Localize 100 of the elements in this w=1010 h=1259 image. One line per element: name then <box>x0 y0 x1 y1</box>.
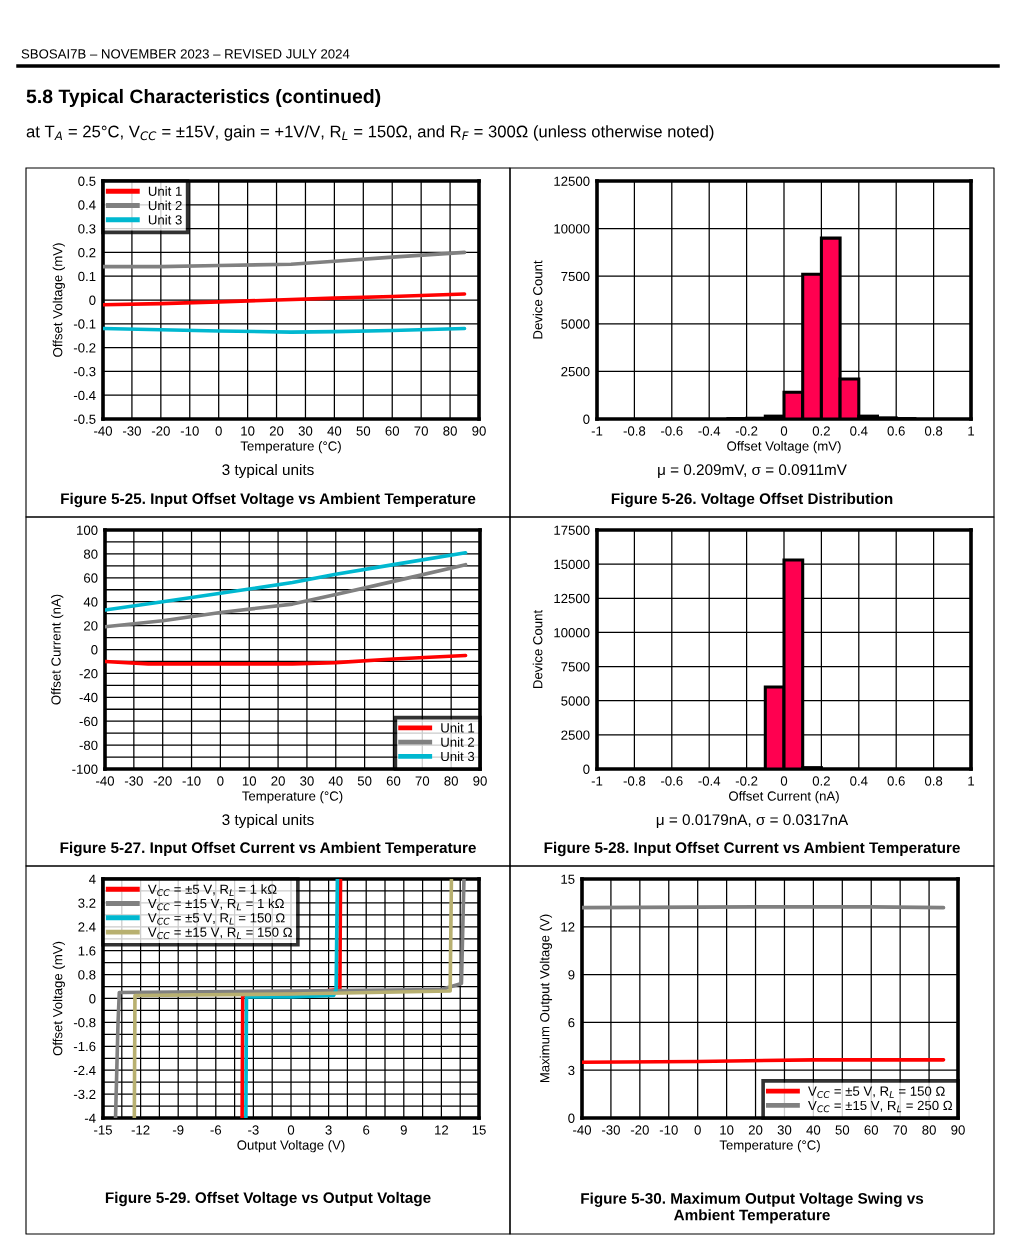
x-tick-label: -10 <box>659 1125 678 1135</box>
y-tick-label: -0.1 <box>73 319 96 329</box>
x-tick-label: 0.2 <box>812 776 830 786</box>
y-tick-label: 80 <box>83 549 98 559</box>
text: at T$_{A}$ = 25°C, V$_{CC}$ = ±15V, gain = +1V/V, R$_{L}$ = 150Ω, and R$_{F}$ = 300Ω (unless otherwise noted) <box>26 125 714 141</box>
x-tick-label: 0 <box>215 426 222 436</box>
text: Figure 5-29. Offset Voltage vs Output Voltage <box>105 1191 431 1207</box>
x-tick-label: -20 <box>151 426 170 436</box>
text: Figure 5-28. Input Offset Current vs Ambient Temperature <box>544 841 960 857</box>
y-tick-label: 7500 <box>561 271 590 282</box>
x-axis-title: Temperature (°C) <box>719 1140 820 1153</box>
x-tick-label: -0.6 <box>661 776 683 786</box>
x-tick-label: 40 <box>328 776 343 786</box>
y-tick-label: -80 <box>79 740 98 751</box>
y-tick-label: -1.6 <box>73 1041 96 1052</box>
x-tick-label: -12 <box>131 1125 150 1135</box>
x-tick-label: 70 <box>893 1125 907 1135</box>
y-tick-label: 12500 <box>554 593 590 604</box>
y-tick-label: 3.2 <box>78 898 96 908</box>
y-tick-label: -2.4 <box>73 1065 96 1075</box>
x-tick-label: -0.6 <box>661 426 683 436</box>
y-tick-label: 0 <box>583 764 590 774</box>
text: Figure 5-27. Input Offset Current vs Ambient Temperature <box>60 841 476 857</box>
y-tick-label: 15 <box>561 874 575 884</box>
y-axis-title: Device Count <box>532 260 543 339</box>
y-tick-label: 40 <box>83 597 98 607</box>
y-tick-label: -60 <box>79 716 98 727</box>
x-tick-label: 0 <box>287 1125 295 1135</box>
text: SBOSAI7B – NOVEMBER 2023 – REVISED JULY 2024 <box>21 49 350 59</box>
x-tick-label: -30 <box>122 426 141 436</box>
x-tick-label: -9 <box>172 1125 184 1135</box>
x-tick-label: -10 <box>182 776 201 786</box>
x-tick-label: 90 <box>472 426 486 436</box>
legend-label: Unit 2 <box>441 737 475 747</box>
y-tick-label: 4 <box>89 874 96 884</box>
x-tick-label: 0.6 <box>887 776 905 786</box>
x-tick-label: 30 <box>298 426 313 436</box>
y-tick-label: 0 <box>89 994 96 1004</box>
y-tick-label: 12 <box>561 922 575 932</box>
y-tick-label: 5000 <box>561 319 590 329</box>
y-tick-label: -20 <box>79 668 98 679</box>
y-tick-label: 1.6 <box>78 946 96 956</box>
legend-label: V$_{CC}$ = ±15 V, R$_{L}$ = 250 Ω <box>808 1100 953 1113</box>
y-tick-label: 0 <box>583 414 590 424</box>
x-tick-label: 80 <box>922 1125 936 1135</box>
x-tick-label: -6 <box>210 1125 222 1135</box>
legend-label: V$_{CC}$ = ±5 V, R$_{L}$ = 150 Ω <box>147 913 285 925</box>
legend-label: V$_{CC}$ = ±5 V, R$_{L}$ = 150 Ω <box>808 1086 945 1098</box>
x-tick-label: 20 <box>271 776 285 786</box>
y-tick-label: 0.2 <box>78 247 96 258</box>
x-tick-label: 0.2 <box>812 426 830 436</box>
y-tick-label: -0.3 <box>73 366 96 377</box>
x-tick-label: 20 <box>748 1125 763 1135</box>
x-tick-label: 15 <box>472 1125 486 1135</box>
y-tick-label: 0.1 <box>78 271 96 282</box>
y-tick-label: 0 <box>91 645 98 655</box>
legend-label: Unit 1 <box>441 722 475 733</box>
x-axis-title: Temperature (°C) <box>240 441 341 454</box>
y-tick-label: 100 <box>77 525 98 535</box>
x-tick-label: -0.8 <box>623 776 646 786</box>
text: 3 typical units <box>222 463 314 479</box>
x-tick-label: -1 <box>591 776 603 786</box>
y-tick-label: 0 <box>568 1113 575 1123</box>
line-series <box>103 292 467 307</box>
x-tick-label: -20 <box>153 776 172 786</box>
x-tick-label: -0.4 <box>698 776 721 786</box>
line-series <box>105 550 468 612</box>
line-series <box>105 562 468 629</box>
y-tick-label: 3 <box>568 1065 575 1076</box>
y-tick-label: 15000 <box>554 559 590 570</box>
y-tick-label: 17500 <box>554 525 590 535</box>
x-tick-label: 0.8 <box>924 776 943 786</box>
x-tick-label: -0.4 <box>698 426 721 436</box>
y-tick-label: -3.2 <box>73 1089 96 1100</box>
x-tick-label: 70 <box>415 776 430 786</box>
x-tick-label: -0.2 <box>735 776 758 786</box>
x-tick-label: 50 <box>835 1125 850 1135</box>
y-axis-title: Offset Voltage (mV) <box>52 243 65 357</box>
y-tick-label: -0.2 <box>73 343 96 353</box>
x-tick-label: -1 <box>591 426 603 436</box>
y-axis-title: Offset Current (nA) <box>51 594 64 705</box>
x-tick-label: 20 <box>269 426 284 436</box>
x-tick-label: -10 <box>180 426 199 436</box>
x-tick-label: -20 <box>630 1125 649 1135</box>
x-tick-label: 80 <box>444 776 458 786</box>
x-tick-label: -30 <box>124 776 143 786</box>
x-tick-label: 30 <box>300 776 314 786</box>
y-tick-label: 5000 <box>561 696 590 706</box>
x-tick-label: 30 <box>777 1125 792 1135</box>
y-tick-label: -4 <box>84 1113 96 1123</box>
x-tick-label: 1 <box>968 426 975 436</box>
x-tick-label: -15 <box>94 1125 112 1135</box>
x-tick-label: 50 <box>356 426 371 436</box>
y-tick-label: 2500 <box>561 730 590 740</box>
y-tick-label: 0.3 <box>78 224 96 234</box>
x-tick-label: 9 <box>400 1125 407 1135</box>
y-tick-label: 12500 <box>554 176 590 186</box>
text: 3 typical units <box>222 813 314 829</box>
x-axis-title: Temperature (°C) <box>242 791 343 804</box>
legend-label: Unit 1 <box>148 186 182 196</box>
